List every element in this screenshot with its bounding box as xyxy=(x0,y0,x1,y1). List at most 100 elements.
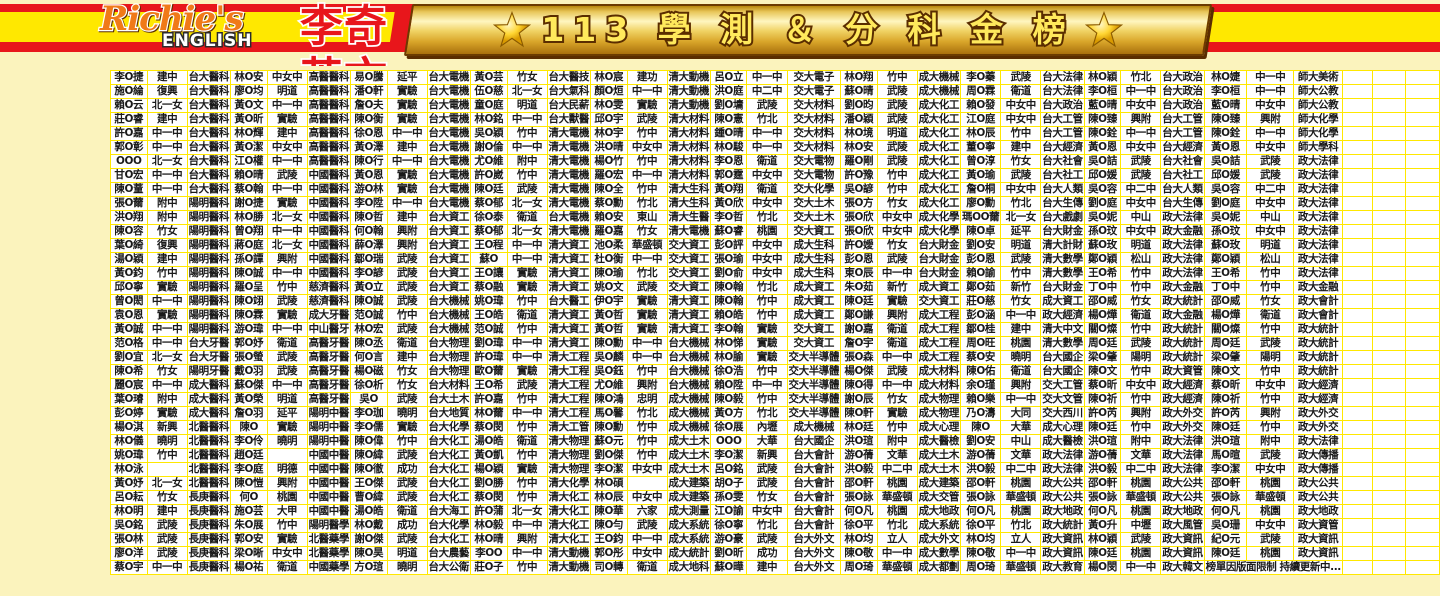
cell-high-school: 武陵 xyxy=(267,351,307,364)
cell-high-school: 實驗 xyxy=(627,323,667,336)
cell-student-name: 周O廷 xyxy=(1204,337,1247,350)
cell-student-name: 羅O嘉 xyxy=(590,225,627,238)
cell-student-name: 林O均 xyxy=(841,533,877,546)
cell-student-name: 乃O濤 xyxy=(960,407,1001,420)
cell-department: 高醫牙醫 xyxy=(307,393,350,406)
cell-high-school: 興附 xyxy=(1247,407,1294,420)
cell-high-school: 中一中 xyxy=(147,337,187,350)
cell-high-school: 建中 xyxy=(387,351,427,364)
table-row: 彭O婷 實驗 成大醫科 詹O羽 延平 陽明中醫 李O珈 曉明 台大地質 林O薾 中一中 清大工程 馬O馨… xyxy=(111,407,1439,420)
cell-high-school: 中一中 xyxy=(747,71,787,84)
table-row: 葉O璿 附中 成大醫科 黃O榮 明道 高醫牙醫 吳O 武陵 台大土木 許O嘉 竹中 清大工程 陳O鴻 忠明… xyxy=(111,393,1439,406)
cell-department: 政大統計 xyxy=(1161,351,1204,364)
cell-high-school: 武陵 xyxy=(877,253,917,266)
cell-department xyxy=(1406,197,1439,210)
cell-high-school: 中一中 xyxy=(267,99,307,112)
cell-high-school: 中一中 xyxy=(747,141,787,154)
cell-student-name: 尤O維 xyxy=(590,379,627,392)
cell-student-name: 潘O軒 xyxy=(350,85,387,98)
cell-high-school: 明道 xyxy=(507,99,547,112)
cell-student-name: 范O格 xyxy=(111,337,147,350)
cell-student-name: 劉O昕 xyxy=(710,547,747,560)
cell-department: 成大資工 xyxy=(917,281,960,294)
cell-high-school: 竹中 xyxy=(507,295,547,308)
cell-department: 政大法律 xyxy=(1294,155,1342,168)
cell-student-name: 洪O毅 xyxy=(841,463,877,476)
cell-student-name: 曾O閎 xyxy=(111,295,147,308)
cell-department: 政大資訊 xyxy=(1294,533,1342,546)
cell-high-school: 中一中 xyxy=(747,379,787,392)
cell-department: 成大心理 xyxy=(1041,421,1084,434)
cell-high-school: 附中 xyxy=(147,211,187,224)
cell-student-name: 王O希 xyxy=(470,379,507,392)
cell-department: 清大工程 xyxy=(547,393,590,406)
cell-department: 台大人類 xyxy=(1041,183,1084,196)
cell-high-school: 中壢 xyxy=(1121,519,1161,532)
cell-high-school: 竹中 xyxy=(627,449,667,462)
cell-high-school: 中女中 xyxy=(1001,99,1041,112)
cell-department: 高醫醫科 xyxy=(307,127,350,140)
cell-student-name: 鄭O穎 xyxy=(1204,253,1247,266)
cell-high-school: 桃園 xyxy=(1247,505,1294,518)
cell-high-school: 中一中 xyxy=(267,379,307,392)
cell-department: 成大材料 xyxy=(917,379,960,392)
cell-student-name: 陳O敬 xyxy=(960,547,1001,560)
cell-department: 台大資工 xyxy=(427,281,470,294)
cell-high-school: 新竹 xyxy=(877,281,917,294)
cell-student-name: 蔣O庭 xyxy=(230,239,267,252)
cell-high-school: 武陵 xyxy=(877,113,917,126)
cell-department: 成大資工 xyxy=(787,309,840,322)
cell-department: 成大醫科 xyxy=(187,379,230,392)
cell-student-name: 楊O穎 xyxy=(470,463,507,476)
cell-department: 政大韓文 xyxy=(1161,561,1204,574)
cell-high-school xyxy=(1372,365,1405,378)
cell-student-name: 林O廷 xyxy=(841,421,877,434)
cell-department: 成大機械 xyxy=(667,407,710,420)
cell-student-name: 呂O立 xyxy=(710,71,747,84)
cell-department: 清大材料 xyxy=(667,155,710,168)
cell-student-name: 陳O行 xyxy=(350,155,387,168)
cell-department: 政大公共 xyxy=(1161,477,1204,490)
cell-student-name: 何O言 xyxy=(350,351,387,364)
cell-department xyxy=(1406,183,1439,196)
cell-student-name: 郭O妤 xyxy=(230,337,267,350)
cell-student-name: 彭O評 xyxy=(710,239,747,252)
cell-high-school: 新興 xyxy=(747,449,787,462)
cell-high-school xyxy=(1372,435,1405,448)
cell-high-school: 建中 xyxy=(267,127,307,140)
cell-department: 政大會計 xyxy=(1294,309,1342,322)
cell-student-name: 謝O傑 xyxy=(350,533,387,546)
cell-student-name: 陳O緯 xyxy=(350,449,387,462)
cell-student-name: 梁O肇 xyxy=(1084,351,1121,364)
cell-student-name xyxy=(1342,71,1372,84)
cell-department: 成大機械 xyxy=(917,71,960,84)
cell-high-school: 中二中 xyxy=(1121,183,1161,196)
cell-department: 清大中文 xyxy=(1041,323,1084,336)
cell-department: 政大法律 xyxy=(1294,253,1342,266)
cell-high-school: 大華 xyxy=(747,435,787,448)
cell-department: 清大生醫 xyxy=(667,211,710,224)
cell-student-name: 林O悌 xyxy=(710,337,747,350)
cell-high-school: 武陵 xyxy=(1247,337,1294,350)
cell-department: 中國醫科 xyxy=(307,211,350,224)
cell-student-name xyxy=(1342,211,1372,224)
cell-high-school: 中一中 xyxy=(267,183,307,196)
cell-high-school: 竹女 xyxy=(147,491,187,504)
cell-student-name: 許O崴 xyxy=(470,169,507,182)
cell-department: 政大法律 xyxy=(1294,183,1342,196)
cell-department xyxy=(1406,267,1439,280)
cell-department: 台大資工 xyxy=(427,211,470,224)
cell-department: 北醫藥學 xyxy=(307,533,350,546)
cell-student-name: 李O伶 xyxy=(230,435,267,448)
cell-high-school: 立人 xyxy=(877,533,917,546)
cell-student-name: 洪O庭 xyxy=(710,85,747,98)
cell-department: 台大土木 xyxy=(427,393,470,406)
cell-department: 台大機械 xyxy=(667,379,710,392)
cell-high-school: 武陵 xyxy=(747,477,787,490)
cell-department: 清大化工 xyxy=(547,533,590,546)
cell-high-school: 實驗 xyxy=(267,113,307,126)
cell-department: 清大生科 xyxy=(667,183,710,196)
cell-department: 清大材料 xyxy=(667,113,710,126)
cell-student-name: 陳O勳 xyxy=(590,421,627,434)
cell-student-name: 黃O升 xyxy=(1084,519,1121,532)
